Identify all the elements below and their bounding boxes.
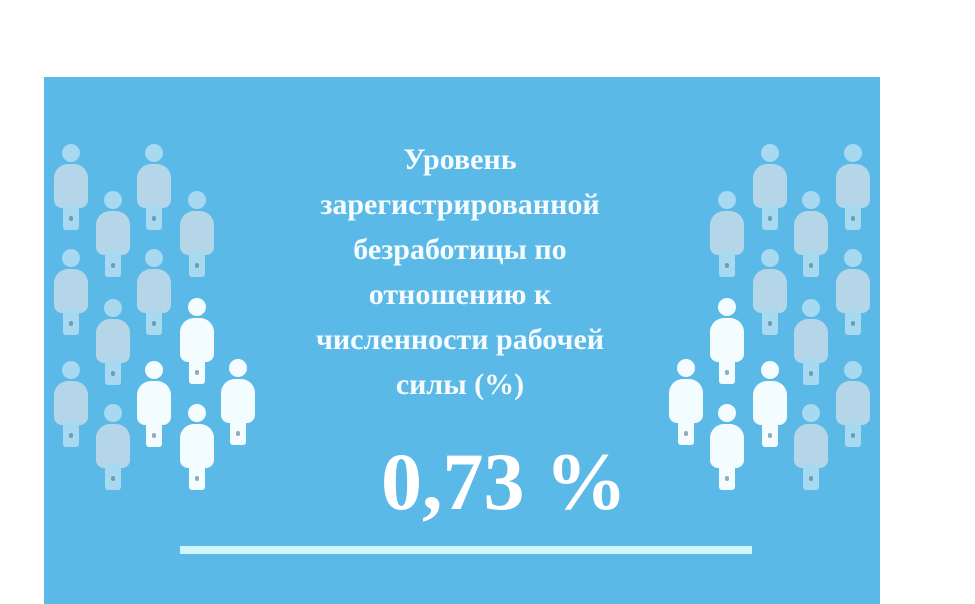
person-icon: [753, 249, 787, 337]
infographic-panel: Уровень зарегистрированной безработицы п…: [44, 77, 880, 604]
person-icon: [669, 359, 703, 447]
person-icon: [794, 191, 828, 279]
person-icon: [137, 144, 171, 232]
person-icon: [710, 404, 744, 492]
person-icon: [836, 144, 870, 232]
person-icon: [794, 404, 828, 492]
person-icon: [710, 191, 744, 279]
person-icon: [794, 299, 828, 387]
person-icon: [54, 144, 88, 232]
person-icon: [710, 298, 744, 386]
person-icon: [836, 361, 870, 449]
person-icon: [836, 249, 870, 337]
person-icon: [753, 144, 787, 232]
person-icon: [753, 361, 787, 449]
indicator-value: 0,73 %: [381, 436, 627, 527]
person-icon: [180, 404, 214, 492]
person-icon: [137, 249, 171, 337]
person-icon: [54, 249, 88, 337]
person-icon: [96, 191, 130, 279]
underline-bar: [180, 546, 752, 554]
person-icon: [54, 361, 88, 449]
person-icon: [180, 298, 214, 386]
person-icon: [221, 359, 255, 447]
person-icon: [96, 404, 130, 492]
indicator-title: Уровень зарегистрированной безработицы п…: [315, 143, 605, 401]
person-icon: [180, 191, 214, 279]
person-icon: [96, 299, 130, 387]
person-icon: [137, 361, 171, 449]
